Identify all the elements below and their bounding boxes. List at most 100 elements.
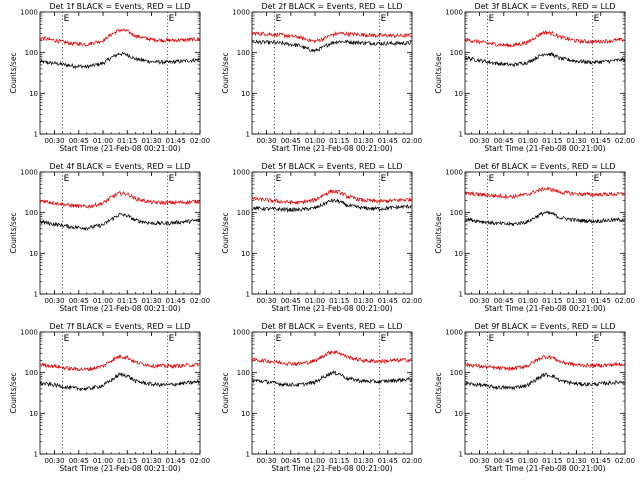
y-tick-label: 1000 — [232, 329, 250, 337]
y-tick-label: 1000 — [20, 9, 38, 17]
series-lld-line — [251, 31, 412, 44]
y-axis-label: Counts/sec — [9, 52, 18, 93]
x-tick-label: 01:45 — [166, 297, 186, 305]
series-lld-line — [464, 355, 625, 372]
x-tick-label: 01:45 — [166, 137, 186, 145]
x-tick-label: 01:45 — [378, 297, 398, 305]
panel-title: Det 7f BLACK = Events, RED = LLD — [49, 322, 190, 331]
y-tick-label: 1000 — [445, 329, 463, 337]
series-lld-line — [39, 354, 200, 372]
x-tick-label: 00:45 — [494, 297, 514, 305]
x-tick-label: 00:30 — [44, 137, 64, 145]
y-tick-label: 1 — [34, 131, 38, 139]
panel-det-4: Det 4f BLACK = Events, RED = LLD 1 10 100 10… — [9, 162, 210, 313]
x-tick-label: 01:30 — [566, 457, 586, 465]
y-axis-label: Counts/sec — [9, 372, 18, 413]
time-marker-label: E — [594, 174, 600, 184]
y-tick-label: 100 — [237, 369, 250, 377]
series-lld-line — [39, 190, 200, 209]
x-tick-label: 00:30 — [256, 457, 276, 465]
time-marker-label: E — [169, 174, 175, 184]
time-marker-label: E — [64, 174, 70, 184]
y-tick-label: 100 — [237, 49, 250, 57]
y-tick-label: 1 — [34, 451, 38, 459]
time-marker-label: E — [489, 334, 495, 344]
y-tick-label: 10 — [29, 90, 38, 98]
x-tick-label: 00:30 — [469, 457, 489, 465]
series-events-line — [464, 210, 625, 227]
x-tick-label: 02:00 — [615, 297, 635, 305]
panel-det-7: Det 7f BLACK = Events, RED = LLD 1 10 100 10… — [9, 322, 210, 473]
x-tick-label: 01:30 — [353, 137, 373, 145]
y-tick-label: 1000 — [232, 9, 250, 17]
series-lld-line — [251, 189, 412, 205]
y-tick-label: 10 — [241, 410, 250, 418]
y-tick-label: 100 — [450, 369, 463, 377]
time-marker-label: E — [64, 334, 70, 344]
y-tick-label: 100 — [450, 49, 463, 57]
series-lld-line — [39, 28, 200, 47]
series-events-line — [464, 52, 625, 68]
x-axis-label: Start Time (21-Feb-08 00:21:00) — [484, 144, 605, 153]
x-tick-label: 01:00 — [305, 297, 325, 305]
x-tick-label: 00:45 — [69, 137, 89, 145]
y-axis-label: Counts/sec — [434, 212, 443, 253]
x-tick-label: 00:45 — [69, 297, 89, 305]
panel-det-1: Det 1f BLACK = Events, RED = LLD 1 10 100 10… — [9, 2, 210, 153]
x-tick-label: 01:00 — [93, 297, 113, 305]
y-tick-label: 1 — [459, 291, 463, 299]
time-marker-label: E — [381, 334, 387, 344]
plot-frame — [251, 171, 413, 295]
time-marker-label: E — [169, 334, 175, 344]
panel-title: Det 5f BLACK = Events, RED = LLD — [261, 162, 402, 171]
series-lld-line — [464, 30, 625, 48]
y-tick-label: 10 — [454, 90, 463, 98]
x-tick-label: 02:00 — [402, 457, 422, 465]
x-tick-label: 02:00 — [615, 457, 635, 465]
y-tick-label: 10 — [241, 90, 250, 98]
x-tick-label: 00:45 — [281, 137, 301, 145]
y-tick-label: 1 — [246, 451, 250, 459]
y-tick-label: 100 — [25, 49, 38, 57]
time-marker-label: E — [64, 14, 70, 24]
x-tick-label: 00:45 — [494, 137, 514, 145]
y-tick-label: 1 — [246, 131, 250, 139]
x-tick-label: 00:30 — [256, 297, 276, 305]
panel-det-2: Det 2f BLACK = Events, RED = LLD 1 10 100 10… — [221, 2, 422, 153]
y-tick-label: 10 — [29, 250, 38, 258]
x-tick-label: 01:45 — [166, 457, 186, 465]
y-tick-label: 10 — [454, 410, 463, 418]
x-tick-label: 01:15 — [117, 457, 137, 465]
x-tick-label: 01:45 — [591, 457, 611, 465]
x-tick-label: 01:30 — [566, 137, 586, 145]
series-events-line — [251, 39, 412, 53]
x-axis-label: Start Time (21-Feb-08 00:21:00) — [271, 304, 392, 313]
x-axis-label: Start Time (21-Feb-08 00:21:00) — [271, 144, 392, 153]
time-marker-label: E — [594, 334, 600, 344]
panel-title: Det 3f BLACK = Events, RED = LLD — [474, 2, 615, 11]
x-tick-label: 01:45 — [378, 457, 398, 465]
series-events-line — [251, 198, 412, 213]
x-tick-label: 01:45 — [378, 137, 398, 145]
x-axis-label: Start Time (21-Feb-08 00:21:00) — [59, 464, 180, 473]
x-axis-label: Start Time (21-Feb-08 00:21:00) — [59, 144, 180, 153]
x-axis-label: Start Time (21-Feb-08 00:21:00) — [484, 464, 605, 473]
x-tick-label: 01:15 — [542, 137, 562, 145]
y-tick-label: 1000 — [445, 9, 463, 17]
y-tick-label: 1 — [459, 451, 463, 459]
x-axis-label: Start Time (21-Feb-08 00:21:00) — [484, 304, 605, 313]
x-tick-label: 01:15 — [542, 297, 562, 305]
y-tick-label: 1000 — [232, 169, 250, 177]
x-tick-label: 01:30 — [566, 297, 586, 305]
x-tick-label: 02:00 — [190, 457, 210, 465]
x-tick-label: 02:00 — [190, 137, 210, 145]
x-tick-label: 01:45 — [591, 137, 611, 145]
plot-frame — [464, 331, 626, 455]
series-lld-line — [464, 186, 625, 200]
x-tick-label: 02:00 — [402, 137, 422, 145]
panel-det-6: Det 6f BLACK = Events, RED = LLD 1 10 100 10… — [434, 162, 635, 313]
y-tick-label: 10 — [241, 250, 250, 258]
x-tick-label: 01:00 — [518, 297, 538, 305]
plot-frame — [39, 11, 201, 135]
